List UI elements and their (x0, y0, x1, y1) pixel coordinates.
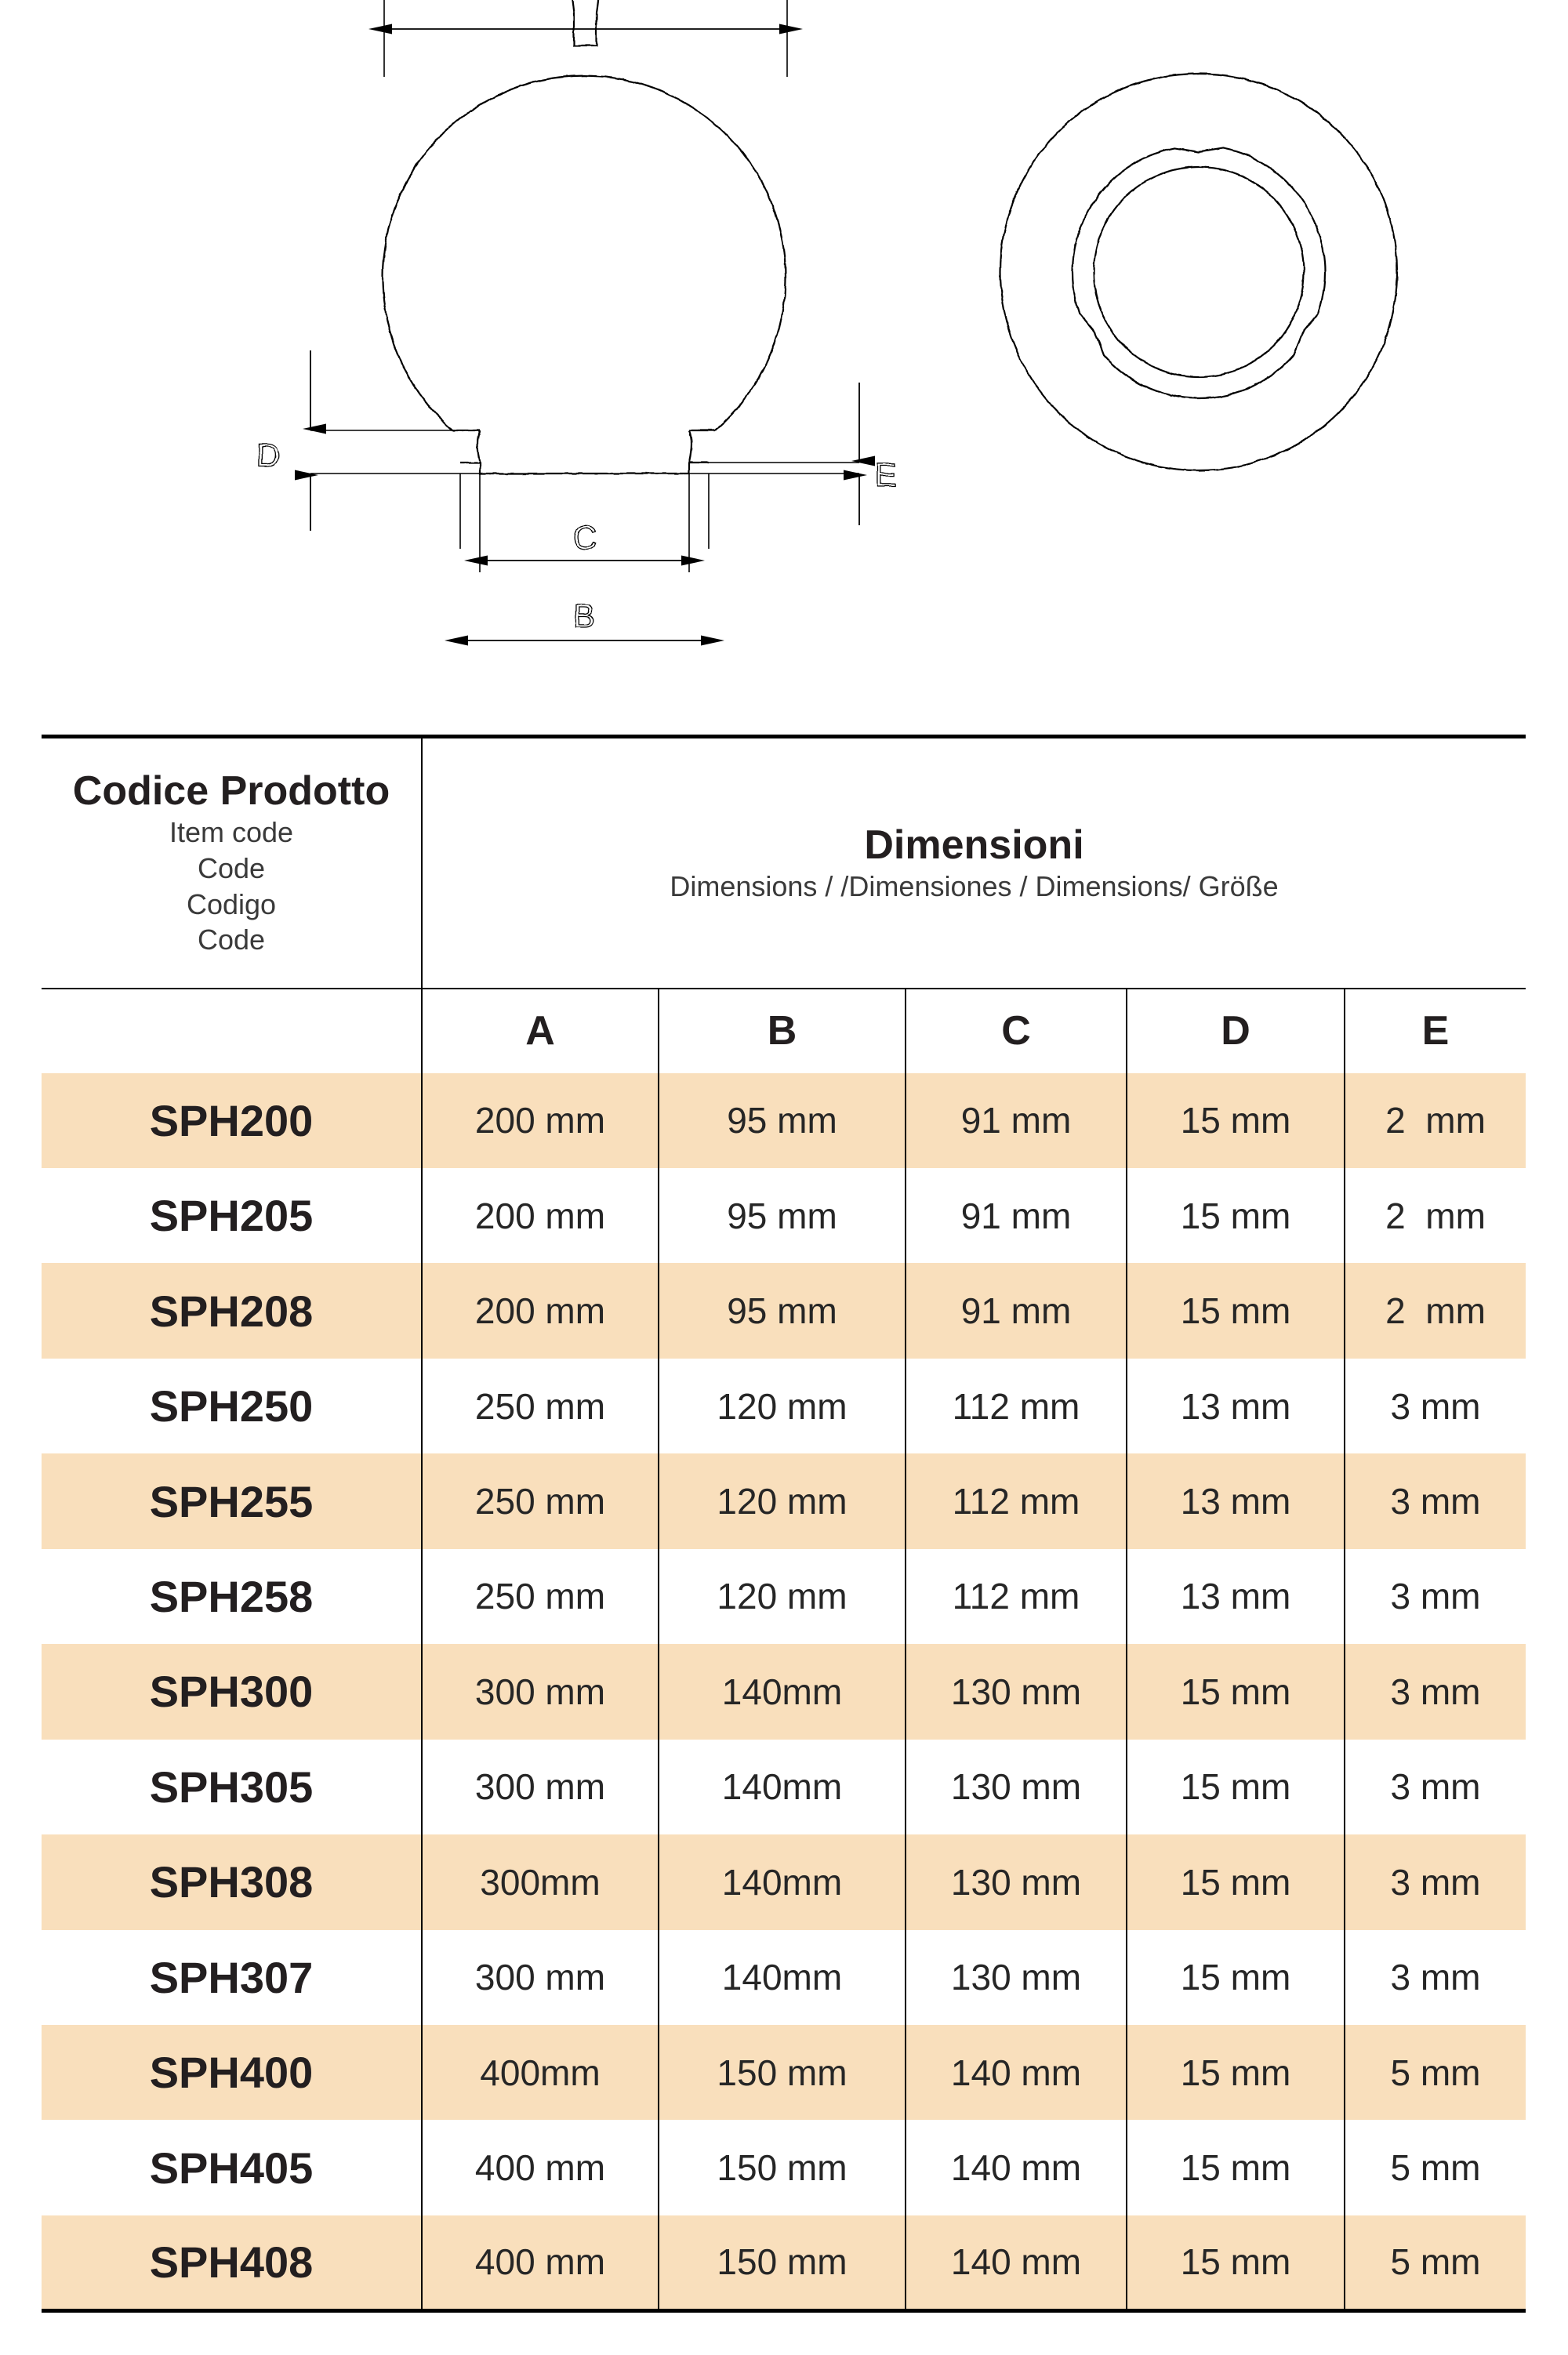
svg-text:B: B (573, 597, 595, 634)
svg-text:D: D (256, 437, 280, 474)
svg-text:C: C (573, 519, 597, 556)
svg-text:E: E (875, 456, 897, 493)
